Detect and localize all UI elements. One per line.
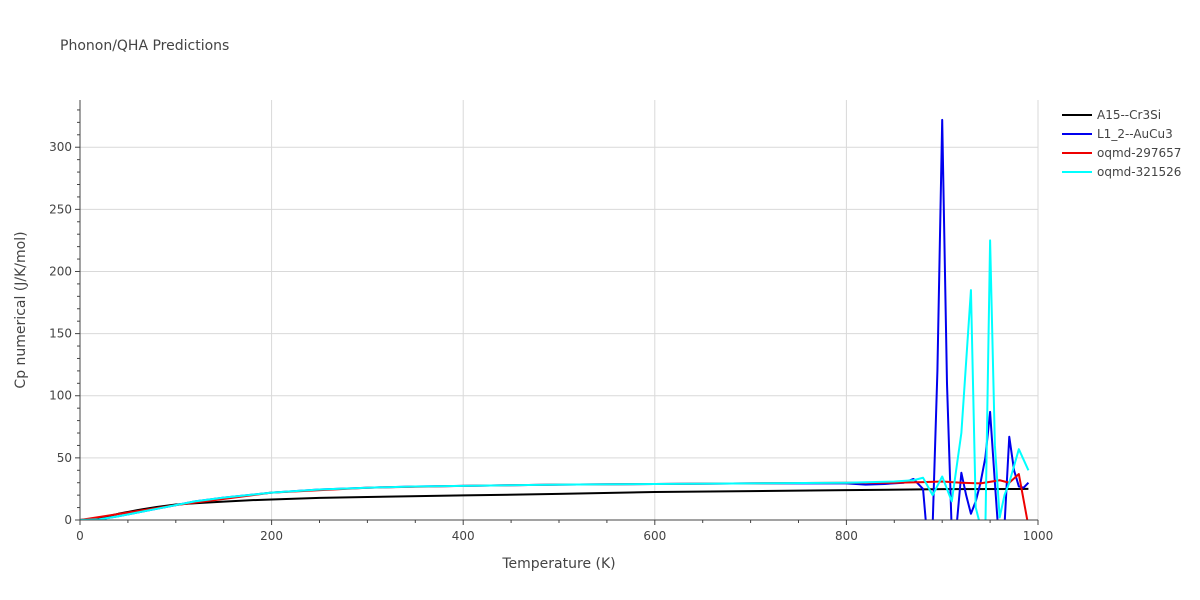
y-tick-label: 50	[57, 451, 72, 465]
y-tick-label: 200	[49, 264, 72, 278]
y-tick-label: 150	[49, 327, 72, 341]
y-tick-label: 0	[64, 513, 72, 527]
axes	[75, 100, 1039, 525]
x-tick-label: 800	[835, 529, 858, 543]
y-tick-label: 100	[49, 389, 72, 403]
x-tick-label: 400	[452, 529, 475, 543]
legend-label: A15--Cr3Si	[1097, 108, 1161, 122]
x-tick-label: 0	[76, 529, 84, 543]
legend-label: oqmd-321526	[1097, 165, 1181, 179]
legend-item-2[interactable]: L1_2--AuCu3	[1062, 127, 1173, 141]
chart-title: Phonon/QHA Predictions	[60, 38, 229, 54]
series-line-2	[80, 118, 1030, 520]
series-line-4	[80, 239, 1030, 520]
x-tick-label: 600	[643, 529, 666, 543]
series-line-1	[80, 487, 1029, 520]
x-tick-label: 200	[260, 529, 283, 543]
y-axis-title: Cp numerical (J/K/mol)	[13, 231, 29, 388]
legend-label: L1_2--AuCu3	[1097, 127, 1173, 141]
series-layer	[80, 118, 1030, 520]
legend[interactable]: A15--Cr3Si L1_2--AuCu3 oqmd-297657 oqmd-321…	[1062, 108, 1181, 179]
legend-item-3[interactable]: oqmd-297657	[1062, 146, 1181, 160]
x-axis-title: Temperature (K)	[501, 556, 615, 572]
y-tick-label: 250	[49, 202, 72, 216]
y-tick-label: 300	[49, 140, 72, 154]
gridlines	[80, 100, 1039, 520]
tick-labels: 0 200 400 600 800 1000 0 50 100 150 200 250 300	[49, 140, 1053, 543]
legend-item-1[interactable]: A15--Cr3Si	[1062, 108, 1161, 122]
x-tick-label: 1000	[1023, 529, 1054, 543]
legend-item-4[interactable]: oqmd-321526	[1062, 165, 1181, 179]
legend-label: oqmd-297657	[1097, 146, 1181, 160]
